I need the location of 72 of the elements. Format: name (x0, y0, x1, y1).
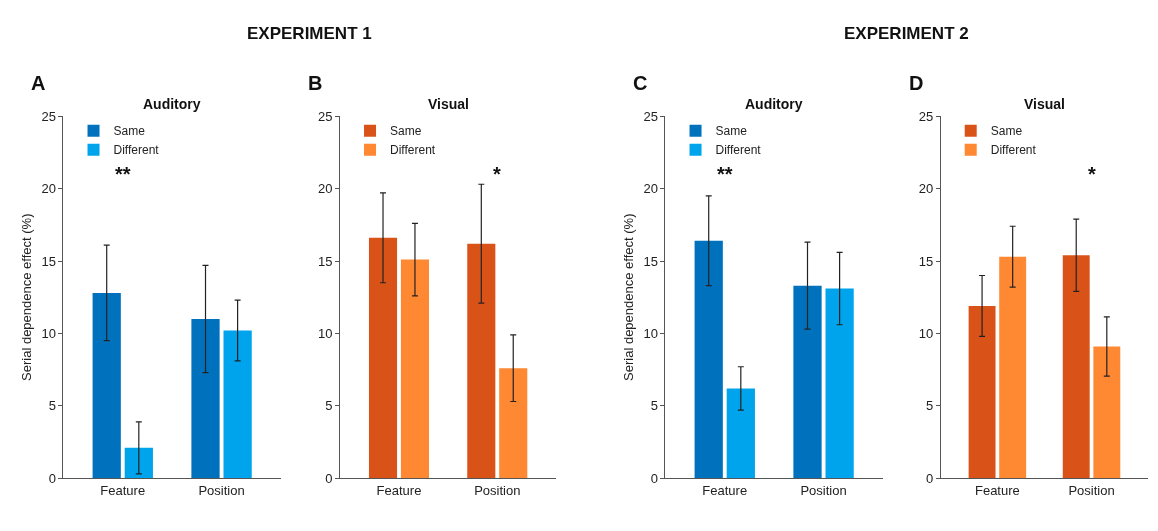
y-tick-label: 5 (48, 398, 56, 414)
y-tick-label: 20 (41, 181, 56, 197)
y-tick-label: 25 (643, 108, 658, 124)
y-tick-label: 0 (325, 470, 333, 486)
y-tick-label: 25 (918, 108, 934, 124)
x-tick-label: Feature (974, 482, 1020, 498)
chart-title: Auditory (745, 96, 803, 112)
legend-label: Same (113, 124, 146, 139)
legend-label: Same (715, 124, 748, 139)
legend-label: Same (990, 124, 1023, 139)
legend-label: Different (113, 143, 160, 158)
x-tick-label: Position (1068, 482, 1115, 498)
y-tick-label: 20 (918, 181, 934, 197)
y-tick-label: 20 (643, 181, 658, 197)
y-tick-label: 10 (41, 326, 56, 341)
text: C (633, 72, 648, 94)
y-tick-label: 10 (918, 326, 934, 341)
x-tick-label: Feature (376, 482, 422, 498)
text: EXPERIMENT 2 (844, 24, 969, 43)
y-tick-label: 25 (317, 108, 333, 124)
y-tick-label: 0 (650, 470, 658, 486)
y-tick-label: 10 (643, 326, 658, 341)
bar (124, 447, 153, 479)
x-tick-label: Feature (702, 482, 748, 498)
x-tick-label: Position (474, 482, 521, 498)
legend-label: Different (715, 143, 762, 158)
y-tick-label: 15 (643, 253, 658, 269)
text: B (308, 72, 323, 94)
y-axis-title: Serial dependence effect (%) (621, 213, 637, 381)
x-tick-label: Position (800, 482, 847, 498)
bar (191, 318, 220, 479)
annotation: ** (115, 163, 131, 185)
annotation: * (1088, 163, 1096, 185)
bar (793, 285, 822, 479)
bar (368, 237, 398, 479)
text: A (31, 72, 46, 94)
text: D (909, 72, 924, 94)
legend-label: Same (390, 124, 422, 139)
bar (999, 256, 1027, 479)
y-tick-label: 0 (48, 470, 56, 486)
y-tick-label: 20 (317, 181, 333, 197)
bar (499, 368, 528, 479)
y-axis-title: Serial dependence effect (%) (19, 213, 35, 381)
bar (1093, 346, 1121, 479)
y-tick-label: 10 (317, 326, 333, 341)
bar (694, 240, 723, 479)
bar (92, 292, 121, 479)
x-tick-label: Position (198, 482, 245, 498)
chart-title: Auditory (143, 96, 201, 112)
annotation: ** (717, 163, 733, 185)
y-tick-label: 15 (317, 253, 333, 269)
legend-label: Different (990, 143, 1037, 158)
y-tick-label: 5 (650, 398, 658, 414)
y-tick-label: 25 (41, 108, 56, 124)
text: EXPERIMENT 1 (247, 24, 372, 43)
y-tick-label: 0 (926, 470, 934, 486)
bar (400, 259, 430, 479)
bar (467, 243, 496, 479)
y-tick-label: 15 (41, 253, 56, 269)
y-tick-label: 15 (918, 253, 934, 269)
bar (726, 388, 755, 479)
y-tick-label: 5 (325, 398, 333, 414)
bar (968, 305, 996, 479)
chart-title: Visual (1024, 96, 1065, 112)
bar (223, 330, 252, 479)
y-tick-label: 5 (926, 398, 934, 414)
bar (825, 288, 854, 479)
annotation: * (493, 163, 501, 185)
chart-title: Visual (428, 96, 469, 112)
bar (1062, 255, 1090, 479)
legend-label: Different (390, 143, 436, 158)
x-tick-label: Feature (100, 482, 146, 498)
